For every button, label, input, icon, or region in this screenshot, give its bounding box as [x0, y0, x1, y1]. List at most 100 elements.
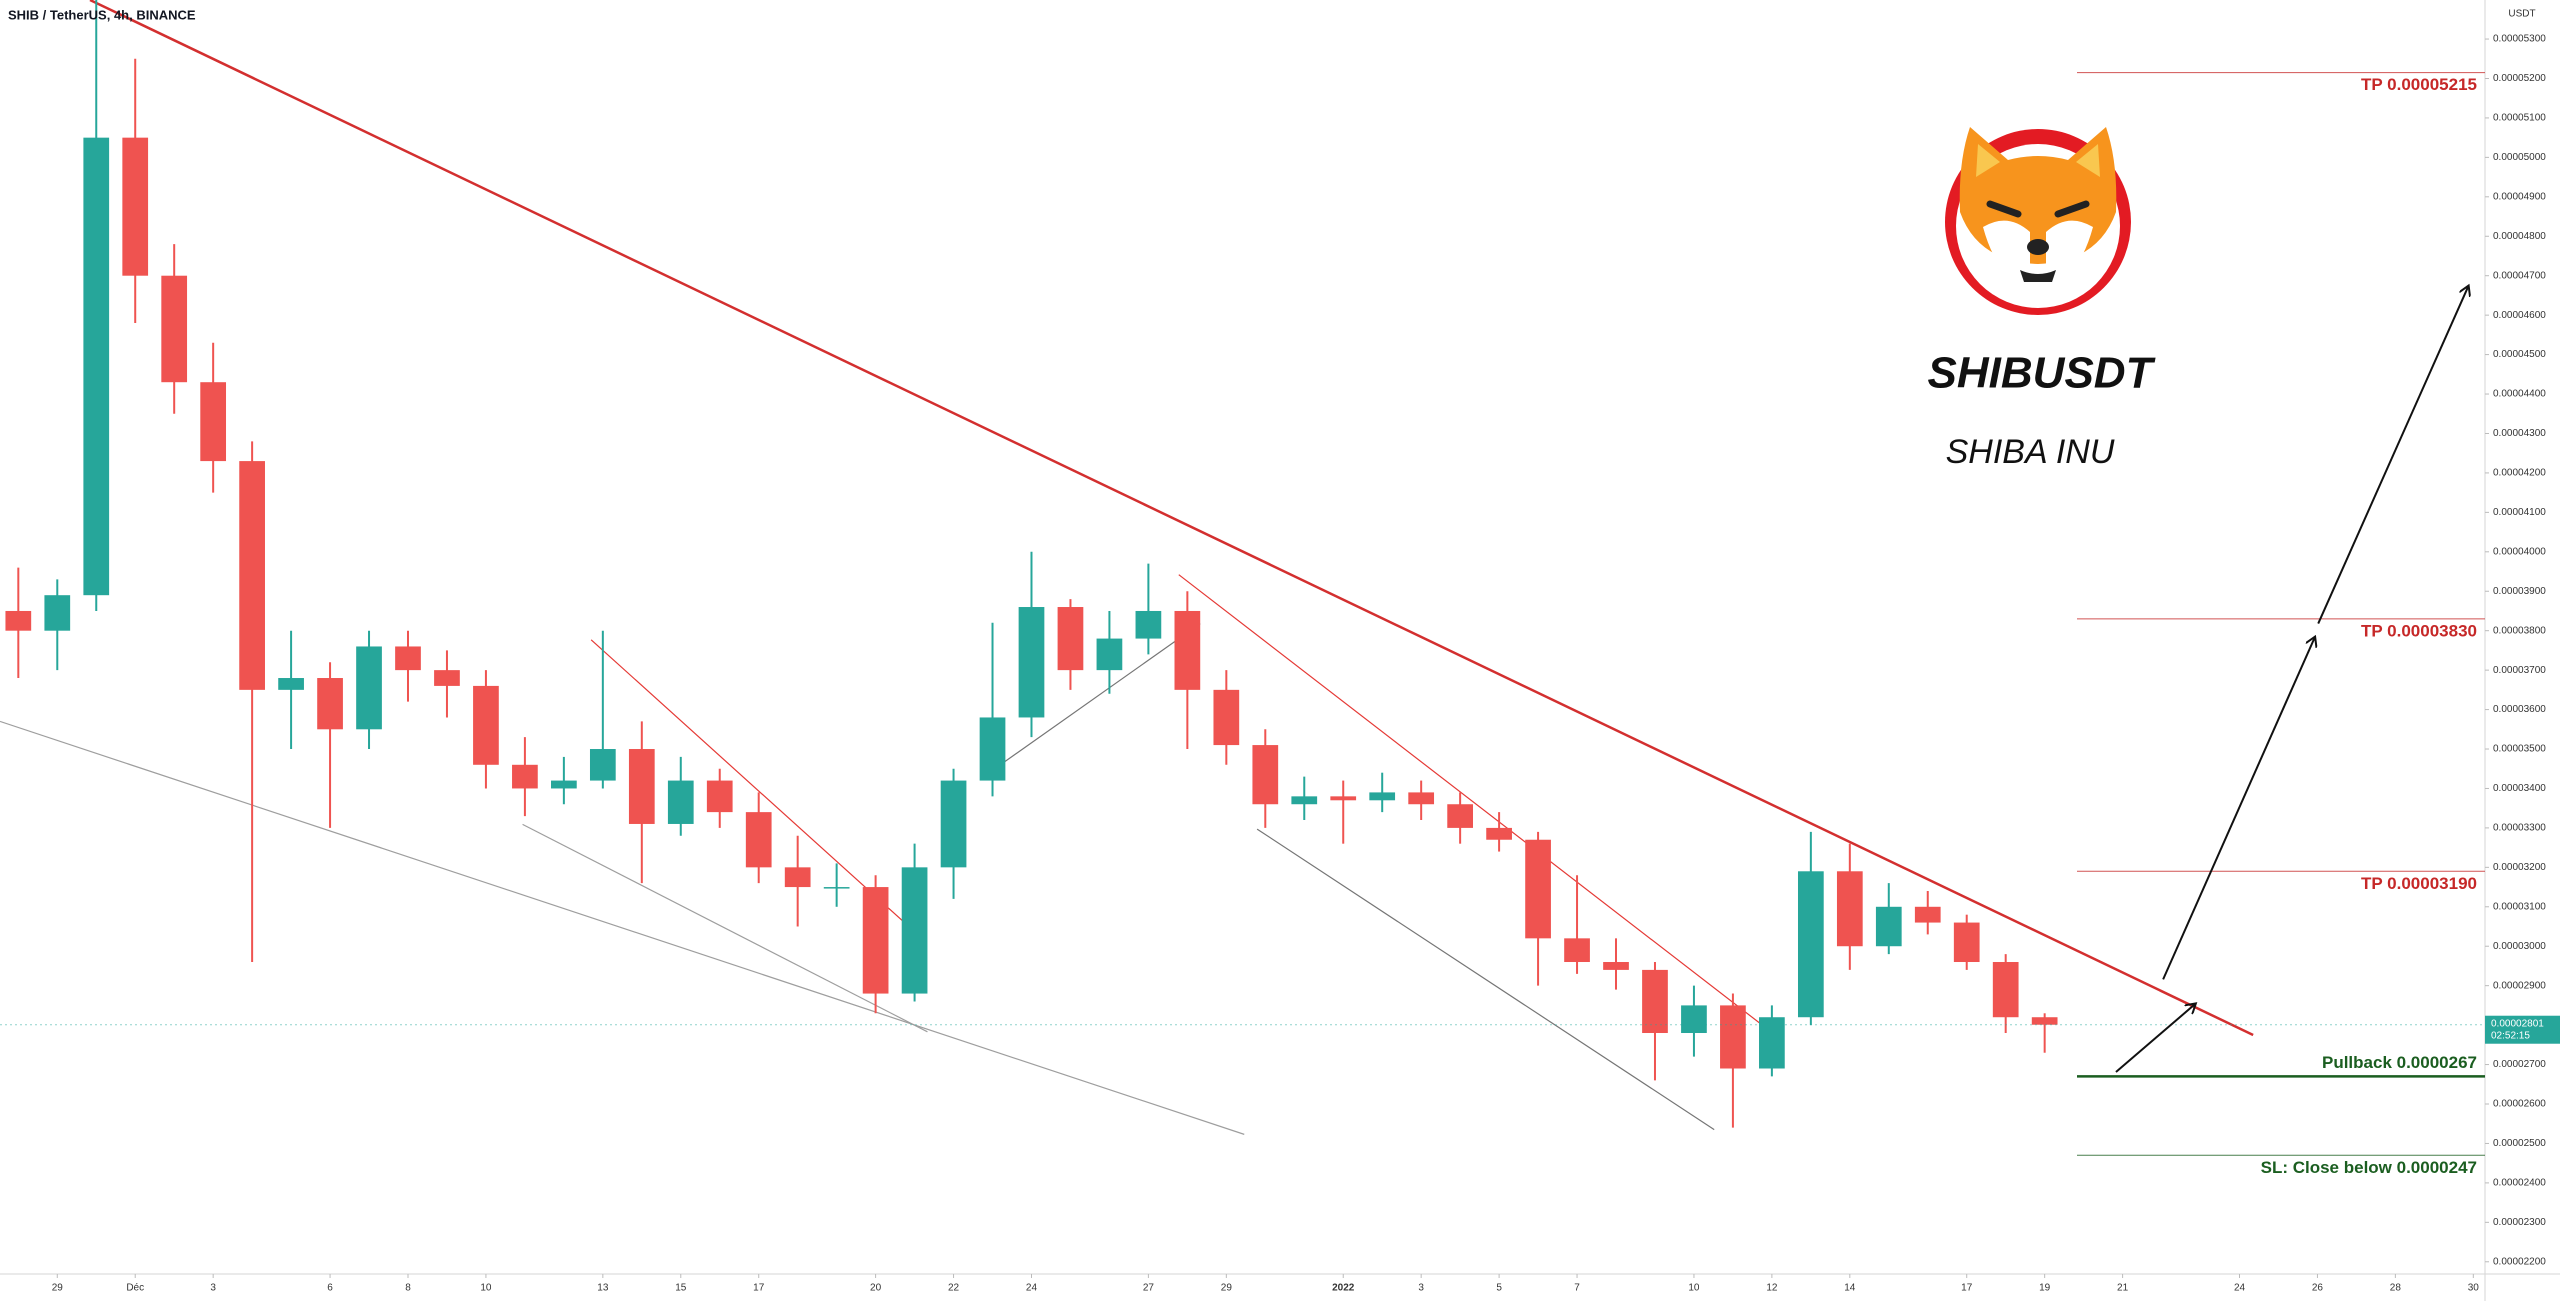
candle-body [1992, 962, 2019, 1018]
candle-body [512, 764, 538, 789]
x-tick-label: 3 [210, 1283, 216, 1294]
candle-body [434, 670, 460, 686]
x-tick-label: 14 [1844, 1283, 1856, 1294]
y-tick-label: 0.00004900 [2493, 191, 2546, 202]
y-tick-label: 0.00002500 [2493, 1138, 2546, 1149]
level-label: TP 0.00003830 [2361, 621, 2477, 640]
arrow [2115, 1003, 2196, 1073]
candle-body [1291, 796, 1318, 805]
candle-body [1564, 938, 1590, 963]
candle-body [1525, 839, 1551, 939]
plot-area [0, 0, 2485, 1135]
candle-body [589, 749, 616, 781]
candle-body [317, 678, 343, 730]
candle-body [44, 595, 71, 631]
heading: SHIBUSDT [1928, 349, 2156, 398]
x-tick-label: 24 [2234, 1283, 2246, 1294]
x-tick-label: 2022 [1332, 1283, 1355, 1294]
x-tick-label: 30 [2468, 1283, 2480, 1294]
x-tick-label: 15 [675, 1283, 687, 1294]
level-label: TP 0.00005215 [2361, 75, 2477, 94]
candle-body [395, 646, 421, 671]
candle-body [745, 812, 772, 868]
candle-body [1213, 689, 1240, 746]
candle-body [1408, 792, 1435, 805]
candle-body [1797, 871, 1824, 1018]
x-tick-label: 21 [2117, 1283, 2129, 1294]
y-tick-label: 0.00005300 [2493, 34, 2546, 45]
candle-body [628, 749, 655, 824]
candle-body [901, 867, 928, 994]
candle-body [1681, 1005, 1707, 1034]
candle-body [1096, 638, 1123, 671]
candle-body [1252, 745, 1279, 805]
x-tick-label: 7 [1574, 1283, 1580, 1294]
y-tick-label: 0.00002900 [2493, 980, 2546, 991]
y-tick-label: 0.00003200 [2493, 862, 2546, 873]
candle-body [940, 780, 967, 868]
y-tick-label: 0.00004600 [2493, 310, 2546, 321]
candle-body [706, 780, 733, 813]
y-tick-label: 0.00004400 [2493, 389, 2546, 400]
candle-body [1642, 969, 1668, 1034]
x-tick-label: Déc [126, 1283, 144, 1294]
trendline [1256, 828, 1715, 1131]
logo [1945, 127, 2131, 315]
candle-body [1875, 906, 1902, 947]
subheading: SHIBA INU [1946, 433, 2115, 471]
candle-body [784, 867, 811, 888]
candle-body [667, 780, 694, 824]
candle-body [1135, 610, 1162, 639]
x-tick-label: 28 [2390, 1283, 2402, 1294]
candle-body [823, 887, 850, 889]
candle-body [122, 137, 149, 276]
candle-body [1447, 804, 1473, 828]
candle-body [161, 275, 188, 383]
y-tick-label: 0.00003400 [2493, 783, 2546, 794]
candle-body [473, 685, 499, 765]
trendline [522, 823, 928, 1033]
y-tick-label: 0.00004100 [2493, 507, 2546, 518]
y-tick-label: 0.00003700 [2493, 665, 2546, 676]
y-tick-label: 0.00004500 [2493, 349, 2546, 360]
trendline [89, 0, 2254, 1037]
y-tick-label: 0.00004000 [2493, 546, 2546, 557]
y-tick-label: 0.00002400 [2493, 1178, 2546, 1189]
trendline [1178, 574, 1767, 1029]
x-tick-label: 24 [1026, 1283, 1038, 1294]
y-tick-label: 0.00003900 [2493, 586, 2546, 597]
y-tick-label: 0.00003500 [2493, 744, 2546, 755]
chart-title: SHIB / TetherUS, 4h, BINANCE [8, 7, 196, 22]
y-tick-label: 0.00002700 [2493, 1059, 2546, 1070]
y-tick-label: 0.00004800 [2493, 231, 2546, 242]
x-tick-label: 8 [405, 1283, 411, 1294]
x-tick-label: 10 [480, 1283, 492, 1294]
x-tick-label: 10 [1688, 1283, 1700, 1294]
x-tick-label: 12 [1766, 1283, 1778, 1294]
candle-body [5, 610, 32, 631]
candle-body [1720, 1005, 1746, 1069]
countdown: 02:52:15 [2491, 1030, 2530, 1041]
currency: USDT [2508, 9, 2535, 20]
y-tick-label: 0.00002300 [2493, 1217, 2546, 1228]
candle-body [979, 717, 1006, 781]
y-tick-label: 0.00005000 [2493, 152, 2546, 163]
candle-body [1759, 1017, 1785, 1069]
y-tick-label: 0.00003100 [2493, 901, 2546, 912]
arrow [2162, 637, 2315, 980]
y-tick-label: 0.00003800 [2493, 625, 2546, 636]
y-tick-label: 0.00005200 [2493, 73, 2546, 84]
y-tick-label: 0.00003000 [2493, 941, 2546, 952]
candle-body [862, 887, 889, 994]
candle-body [1330, 796, 1357, 801]
last-price-tag [2485, 1015, 2560, 1044]
last-price-label: 0.00002801 [2491, 1018, 2544, 1029]
y-tick-label: 0.00002200 [2493, 1256, 2546, 1267]
level-label: SL: Close below 0.0000247 [2261, 1158, 2477, 1177]
trendline [0, 720, 1245, 1135]
candle-body [1174, 610, 1201, 690]
x-tick-label: 22 [948, 1283, 960, 1294]
y-tick-label: 0.00003300 [2493, 823, 2546, 834]
x-tick-label: 29 [1221, 1283, 1233, 1294]
